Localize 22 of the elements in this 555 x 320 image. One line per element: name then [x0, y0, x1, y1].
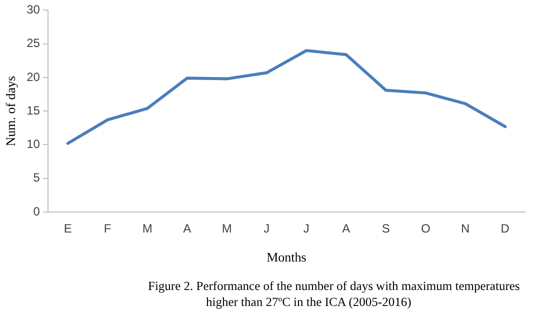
- y-tick-label: 5: [33, 170, 40, 185]
- x-tick-label: D: [500, 222, 510, 236]
- x-tick-label: S: [382, 222, 390, 236]
- x-tick-label: J: [264, 222, 270, 236]
- x-tick-label: A: [183, 222, 192, 236]
- x-tick-label: J: [303, 222, 310, 236]
- x-tick-label: O: [420, 222, 430, 236]
- x-tick-label: N: [461, 222, 470, 236]
- x-tick-label: M: [142, 222, 152, 236]
- y-tick-label: 15: [26, 103, 40, 118]
- y-tick-label: 30: [26, 2, 40, 17]
- x-tick-label: A: [342, 222, 350, 236]
- y-tick-label: 20: [26, 70, 40, 84]
- caption: Figure 2. Performance of the number of days with maximum temperatures higher than 27ºC in the ICA (2005-2016): [148, 278, 521, 310]
- y-tick-label: 10: [26, 137, 40, 152]
- x-tick-label: F: [104, 222, 112, 236]
- y-tick-label: 25: [26, 36, 40, 50]
- y-tick-label: 0: [33, 204, 40, 218]
- x-axis-title: Months: [266, 250, 306, 265]
- x-tick-label: M: [222, 222, 232, 236]
- x-tick-label: E: [64, 222, 72, 236]
- y-axis-title: Num. of days: [3, 76, 18, 146]
